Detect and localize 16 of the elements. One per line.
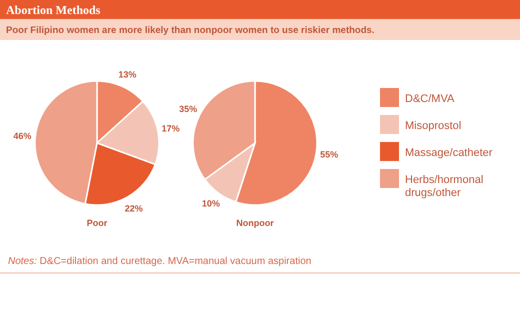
data-label: 13%	[118, 69, 136, 80]
legend-label: Massage/catheter	[405, 147, 493, 159]
data-label: 22%	[124, 203, 143, 214]
chart-subtitle: Poor Filipino women are more likely than nonpoor women to use riskier methods.	[6, 25, 374, 36]
data-label: 17%	[162, 124, 180, 134]
data-label: 46%	[13, 130, 32, 141]
text: Poor	[86, 218, 108, 228]
data-label: 55%	[320, 150, 338, 160]
legend-label: Herbs/hormonal drugs/other	[405, 174, 484, 199]
legend-label: D&C/MVA	[405, 93, 455, 105]
text: Nonpoor	[236, 218, 274, 228]
chart-title: Abortion Methods	[6, 3, 101, 17]
data-label: 10%	[202, 198, 220, 209]
legend-label: Misoprostol	[405, 120, 462, 132]
data-label: 35%	[179, 104, 198, 114]
text: Notes: D&C=dilation and curettage. MVA=manual vacuum aspiration	[8, 256, 312, 267]
